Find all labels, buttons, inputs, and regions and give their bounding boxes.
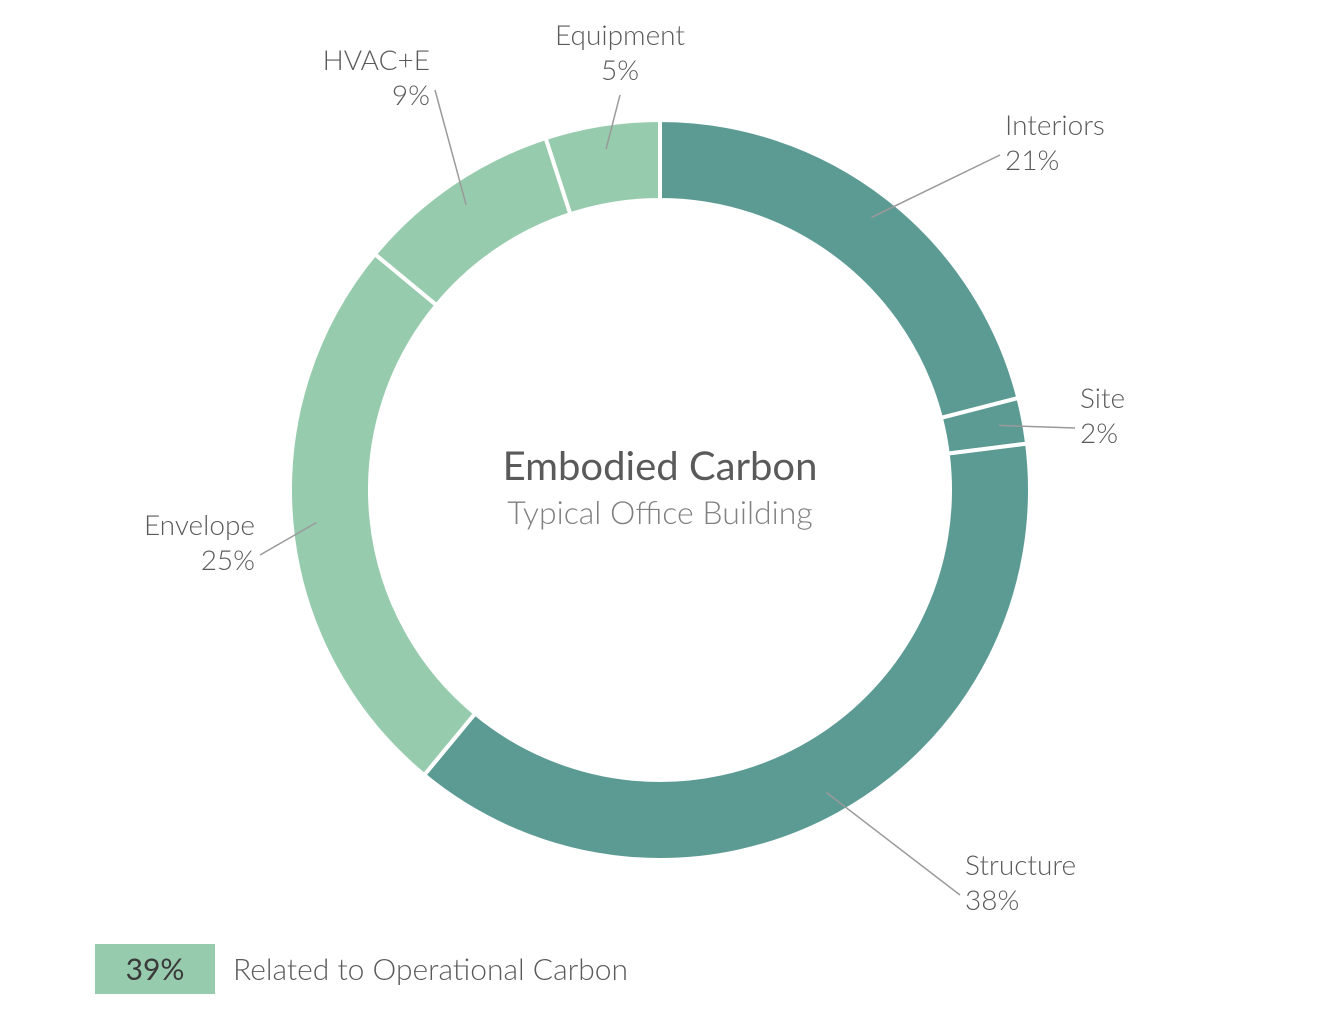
legend: 39% Related to Operational Carbon bbox=[95, 944, 628, 994]
slice-interiors bbox=[660, 120, 1018, 418]
embodied-carbon-donut-chart: Interiors21% Site2% Structure38% Envelope25… bbox=[0, 0, 1337, 1024]
slice-label: Structure bbox=[965, 847, 1076, 881]
slice-label: HVAC+E bbox=[323, 42, 430, 76]
slice-pct: 25% bbox=[201, 542, 255, 576]
slice-pct: 5% bbox=[601, 52, 639, 86]
slice-envelope bbox=[290, 254, 475, 775]
chart-subtitle: Typical Office Building bbox=[507, 492, 813, 531]
legend-pct: 39% bbox=[126, 951, 185, 987]
leader-line bbox=[871, 155, 1000, 217]
slice-pct: 38% bbox=[965, 882, 1019, 916]
slice-pct: 21% bbox=[1005, 142, 1059, 176]
chart-title: Embodied Carbon bbox=[503, 441, 818, 489]
slice-label: Envelope bbox=[144, 507, 255, 541]
slice-label: Site bbox=[1080, 380, 1125, 414]
leader-line bbox=[826, 792, 960, 895]
slice-pct: 2% bbox=[1080, 415, 1118, 449]
slice-pct: 9% bbox=[392, 77, 430, 111]
donut-svg: Interiors21% Site2% Structure38% Envelope25… bbox=[0, 0, 1337, 1024]
legend-label: Related to Operational Carbon bbox=[233, 951, 628, 987]
slice-hvac-e bbox=[375, 138, 570, 305]
legend-swatch: 39% bbox=[95, 944, 215, 994]
slice-label: Equipment bbox=[555, 17, 685, 51]
slice-label: Interiors bbox=[1005, 107, 1105, 141]
